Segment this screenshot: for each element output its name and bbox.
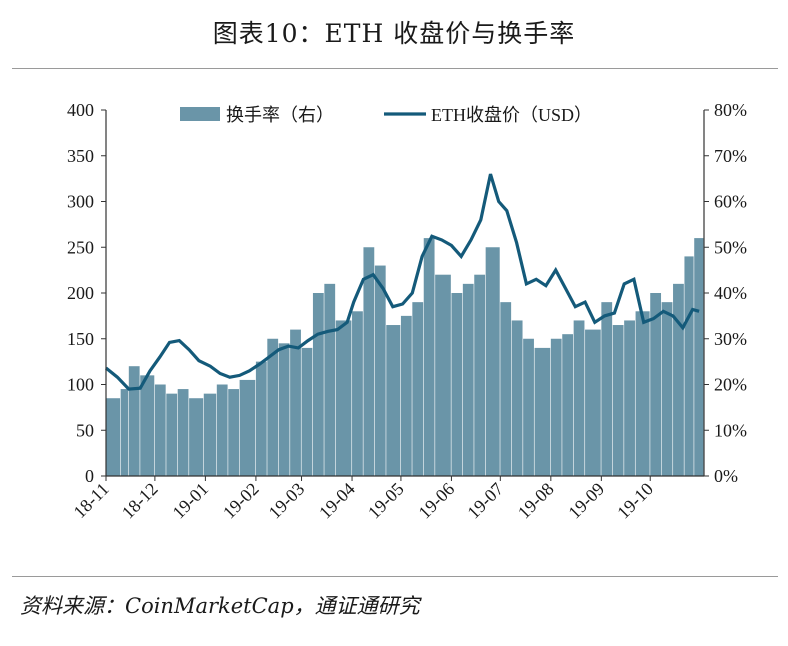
left-tick-label: 100 [67,375,94,395]
turnover-bar [290,329,301,476]
right-tick-label: 80% [714,100,747,120]
turnover-bar [128,366,140,476]
turnover-bar [511,320,523,476]
right-tick-label: 30% [714,329,747,349]
x-tick-label: 19-09 [564,479,608,523]
turnover-bar [550,338,562,476]
turnover-bar [324,283,336,476]
turnover-bar [239,379,256,476]
left-tick-label: 300 [67,192,94,212]
turnover-bar [635,311,650,476]
turnover-bar [412,302,424,476]
right-tick-label: 70% [714,146,747,166]
turnover-bar [624,320,635,476]
chart-title: 图表10：ETH 收盘价与换手率 [212,19,576,48]
turnover-bar [228,389,240,476]
turnover-bar [534,347,551,476]
x-tick-label: 19-06 [414,479,458,523]
legend-turnover-swatch [180,107,220,121]
turnover-bar [267,338,279,476]
turnover-bar [474,274,486,476]
left-tick-label: 250 [67,237,94,257]
turnover-bar [400,315,412,476]
turnover-bar [140,375,155,476]
turnover-bar [203,393,217,476]
x-tick-label: 19-10 [613,479,657,523]
eth-price-line [104,173,700,391]
turnover-bar [562,334,574,476]
x-tick-label: 19-05 [364,479,408,523]
right-tick-label: 40% [714,283,747,303]
turnover-bar [462,283,474,476]
chart: 0 50 100 150 200 250 300 350 400 0% 10% 20% 30% 40% 5… [67,100,747,523]
turnover-bar [154,384,166,476]
turnover-bar [435,274,451,476]
left-tick-label: 50 [76,420,94,440]
turnover-bar [673,283,684,476]
turnover-bar [650,293,662,476]
turnover-bar [585,329,601,476]
left-axis-ticks: 0 50 100 150 200 250 300 350 400 [67,100,106,486]
turnover-bar [255,361,267,476]
turnover-bar [612,325,624,476]
turnover-bar [523,338,534,476]
turnover-bar [363,247,375,476]
turnover-bar [312,293,324,476]
turnover-bar [485,247,500,476]
turnover-bar [500,302,512,476]
turnover-bar [601,302,613,476]
right-axis-ticks: 0% 10% 20% 30% 40% 50% 60% 70% 80% [704,100,747,486]
turnover-bar [301,347,313,476]
left-tick-label: 0 [85,466,94,486]
source-note: 资料来源：CoinMarketCap，通证通研究 [20,594,420,618]
turnover-bar [374,265,386,476]
turnover-bar [166,393,178,476]
x-tick-label: 18-12 [118,479,162,523]
turnover-bar [661,302,673,476]
right-tick-label: 50% [714,237,747,257]
turnover-bar [451,293,463,476]
top-divider [12,68,778,69]
left-tick-label: 200 [67,283,94,303]
right-tick-label: 20% [714,375,747,395]
turnover-bar [423,238,435,476]
turnover-bar [216,384,228,476]
left-tick-label: 350 [67,146,94,166]
x-tick-label: 19-02 [219,479,263,523]
turnover-bar [106,398,121,476]
x-tick-label: 19-08 [514,479,558,523]
bottom-divider [12,576,778,577]
turnover-bars [106,238,704,476]
x-tick-label: 18-11 [69,479,112,522]
left-tick-label: 400 [67,100,94,120]
turnover-bar [684,256,694,476]
right-tick-label: 0% [714,466,738,486]
x-tick-label: 19-07 [463,479,507,523]
right-tick-label: 60% [714,192,747,212]
x-axis-ticks: 18-11 18-12 19-01 19-02 19-03 19-04 19-05 19-06… [69,476,657,523]
turnover-bar [694,238,704,476]
turnover-bar [386,325,401,476]
left-tick-label: 150 [67,329,94,349]
legend-turnover-label: 换手率（右） [226,105,334,125]
turnover-bar [177,389,189,476]
turnover-bar [573,320,585,476]
x-tick-label: 19-04 [315,479,359,523]
turnover-bar [352,311,363,476]
right-tick-label: 10% [714,420,747,440]
turnover-bar [278,343,290,476]
x-tick-label: 19-01 [168,479,212,523]
turnover-bar [189,398,204,476]
legend: 换手率（右） ETH收盘价（USD） [180,105,592,125]
turnover-bar [120,389,129,476]
turnover-bar [335,320,352,476]
legend-price-label: ETH收盘价（USD） [431,105,592,125]
x-tick-label: 19-03 [265,479,309,523]
